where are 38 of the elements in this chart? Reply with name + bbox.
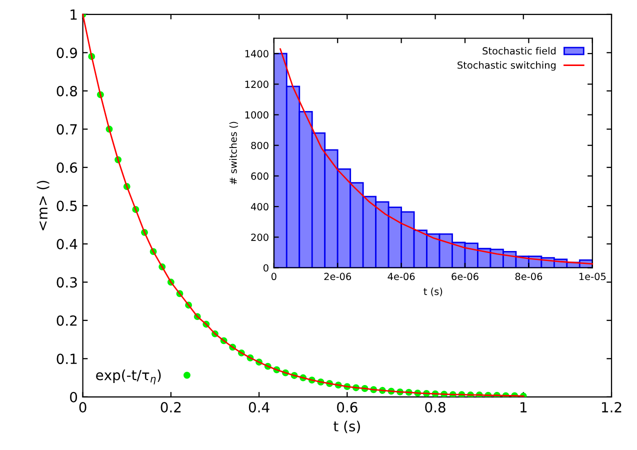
y-tick-label: 200 <box>251 234 268 241</box>
y-tick-label: 1400 <box>245 50 268 58</box>
x-axis-title: t (s) <box>424 288 442 296</box>
x-tick-label: 0 <box>271 272 276 280</box>
y-tick-label: 0.3 <box>56 277 77 288</box>
legend-label: Stochastic switching <box>458 61 556 71</box>
y-tick-label: 0.2 <box>56 315 77 326</box>
y-tick-label: 0.9 <box>56 48 77 58</box>
y-tick-label: 1000 <box>245 111 268 119</box>
y-tick-label: 0.5 <box>56 200 77 212</box>
x-tick-label: 0 <box>79 402 86 413</box>
x-tick-label: 8e-06 <box>515 272 542 280</box>
y-tick-label: 1 <box>70 10 77 20</box>
y-tick-label: 0.7 <box>56 124 77 135</box>
x-tick-label: 0.6 <box>337 402 358 413</box>
x-tick-label: 1.2 <box>602 402 622 412</box>
y-tick-label: 0 <box>70 392 78 402</box>
y-tick-label: 0 <box>264 264 268 272</box>
x-tick-label: 1 <box>520 402 527 412</box>
y-tick-label: 0.8 <box>56 86 77 96</box>
x-tick-label: 0.2 <box>160 402 181 413</box>
x-tick-label: 1e-05 <box>579 272 606 280</box>
y-tick-label: 400 <box>250 203 268 210</box>
y-tick-label: 800 <box>251 142 268 150</box>
y-axis-title: # switches () <box>229 122 238 184</box>
y-axis-title: <m> () <box>36 180 50 230</box>
y-tick-label: 1200 <box>245 80 268 88</box>
x-tick-label: 4e-06 <box>388 272 415 280</box>
legend-label: exp(-t/τ$_{η}$) <box>96 370 161 384</box>
y-tick-label: 0.6 <box>56 162 78 173</box>
y-tick-label: 0.1 <box>56 354 77 364</box>
y-tick-label: 600 <box>251 172 268 180</box>
x-tick-label: 2e-06 <box>324 272 352 280</box>
x-axis-title: t (s) <box>334 420 360 434</box>
x-tick-label: 6e-06 <box>452 272 478 280</box>
y-tick-label: 0.4 <box>56 238 78 250</box>
legend-label: Stochastic field <box>482 47 556 55</box>
x-tick-label: 0.8 <box>425 402 446 413</box>
